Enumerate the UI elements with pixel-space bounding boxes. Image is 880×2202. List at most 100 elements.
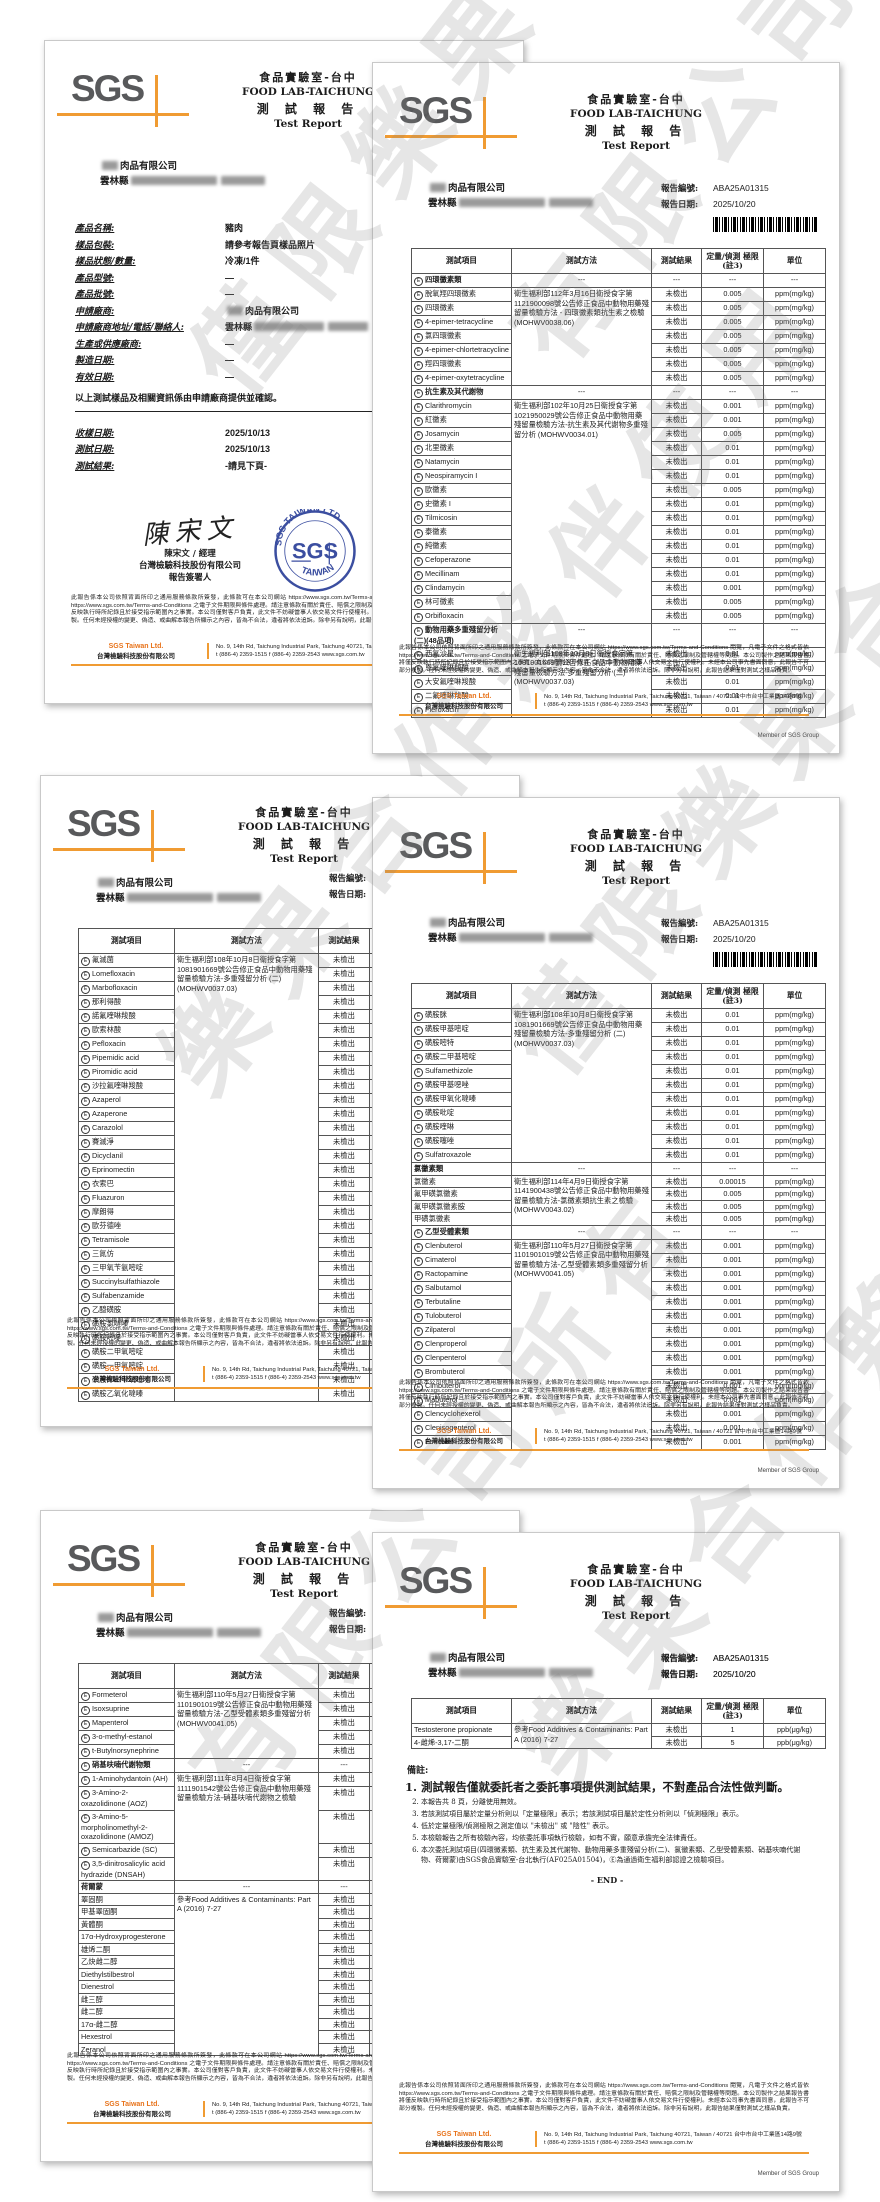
cell-result: ---: [651, 273, 702, 288]
cell-result: 未檢出: [651, 1120, 702, 1135]
note-item: 本檢驗報告之所有檢驗內容，均依委託事項執行檢驗，如有不實，願意承擔完全法律責任。: [421, 1833, 807, 1843]
footer-company-en: SGS Taiwan Ltd.: [436, 1428, 492, 1435]
report-header: 食品實驗室-台中 FOOD LAB-TAICHUNG 測 試 報 告 Test Rep…: [199, 804, 409, 865]
table-row: E 磺胺二甲基嘧啶 未檢出 0.01 ppm(mg/kg): [411, 1050, 826, 1065]
cell-limit: 0.01: [701, 497, 764, 512]
cell-test-item: E 磺胺嘧特: [411, 1036, 512, 1051]
cell-limit: ---: [701, 623, 764, 648]
table-row: E 磺胺吡啶 未檢出 0.01 ppm(mg/kg): [411, 1106, 826, 1121]
footer-phone-line: t (886-4) 2359-1515 f (886-4) 2359-2543 …: [544, 1437, 693, 1443]
redacted-text: [130, 176, 217, 185]
cell-unit: ppb(μg/kg): [763, 1723, 826, 1737]
report-title-en: Test Report: [602, 1610, 670, 1622]
sgs-logo-text: SGS: [67, 1538, 141, 1579]
group-header-row: E 動物用藥多重殘留分析 (二)(48品項) --- --- --- ---: [411, 623, 826, 648]
cell-result: 未檢出: [318, 1955, 370, 1969]
barcode: [713, 217, 817, 232]
logo-cross-stroke: [149, 113, 189, 116]
cell-unit: ppm(mg/kg): [763, 357, 826, 372]
cell-result: 未檢出: [318, 1688, 370, 1703]
client-address-prefix: 雲林縣: [428, 198, 457, 209]
cell-limit: 0.005: [701, 357, 764, 372]
cell-limit: 0.001: [701, 399, 764, 414]
cell-limit: 0.01: [701, 1134, 764, 1149]
cell-result: 未檢出: [318, 1205, 370, 1220]
cell-result: 未檢出: [651, 301, 702, 316]
client-block: 肉品有限公司 雲林縣: [96, 1611, 263, 1641]
table-row: E Mabuterol 未檢出 0.001 ppm(mg/kg): [411, 1392, 826, 1408]
cell-limit: 0.01: [701, 1078, 764, 1093]
redacted-text: [548, 933, 593, 942]
cell-unit: ppm(mg/kg): [763, 1120, 826, 1135]
cell-result: 未檢出: [651, 1174, 702, 1188]
table-row: E Sulfatroxazole 未檢出 0.01 ppm(mg/kg): [411, 1148, 826, 1163]
accredited-mark-icon: E: [81, 1860, 90, 1870]
footer-company-en: SGS Taiwan Ltd.: [436, 693, 492, 700]
cell-test-method: ---: [511, 623, 652, 648]
footer-phone-line: t (886-4) 2359-1515 f (886-4) 2359-2543 …: [212, 2110, 361, 2116]
accredited-mark-icon: E: [414, 1312, 423, 1322]
cell-limit: 0.001: [701, 1336, 764, 1352]
cell-limit: 0.005: [701, 427, 764, 442]
footer-disclaimer: 此報告係本公司依照背面所印之通用服務條款所簽發，此條款可在本公司網站 https…: [67, 2053, 489, 2082]
cell-limit: 0.005: [701, 315, 764, 330]
cell-result: 未檢出: [651, 1364, 702, 1380]
cell-result: 未檢出: [318, 2042, 370, 2056]
table-row: E 西氟沙星 衛生福利部108年10月8日衛授食字第1081901669號公告修正食…: [411, 646, 826, 718]
report-page: SGS 食品實驗室-台中 FOOD LAB-TAICHUNG 測 試 報 告 Test …: [372, 797, 840, 1489]
cell-test-item: E 動物用藥多重殘留分析 (二)(48品項): [411, 623, 512, 648]
cell-result: 未檢出: [651, 1092, 702, 1107]
cell-test-item: 17α-雌二醇: [78, 2017, 175, 2031]
cell-result: 未檢出: [318, 1303, 370, 1318]
redacted-text: [220, 176, 265, 185]
report-title-en: Test Report: [602, 140, 670, 152]
cell-limit: 0.01: [701, 441, 764, 456]
report-date-row: 報告日期: 2025/10/20: [661, 1667, 769, 1683]
table-row: E 林可黴素 未檢出 0.005 ppm(mg/kg): [411, 595, 826, 610]
column-header: 測試方法: [174, 928, 319, 954]
cell-test-item: 氯黴素類: [411, 1162, 512, 1176]
cell-test-item: Diethylstilbestrol: [78, 1967, 175, 1981]
accredited-mark-icon: E: [81, 1125, 90, 1134]
cell-test-item: E Sulfabenzamide: [78, 1289, 175, 1304]
cell-test-item: E Azaperone: [78, 1107, 175, 1122]
table-row: E Natamycin 未檢出 0.01 ppm(mg/kg): [411, 455, 826, 470]
cell-test-item: Dienestrol: [78, 1980, 175, 1994]
field-label: 製造日期:: [75, 356, 115, 366]
accredited-mark-icon: E: [414, 543, 423, 552]
report-date-value: 2025/10/20: [713, 199, 756, 209]
cell-test-item: E 磺胺甲基嘧啶: [411, 1022, 512, 1037]
cell-test-item: E Pipemidic acid: [78, 1051, 175, 1066]
cell-unit: ---: [763, 1224, 826, 1240]
column-header: 測試結果: [318, 1663, 370, 1689]
cell-unit: ppm(mg/kg): [763, 413, 826, 428]
report-date-label: 報告日期:: [661, 1670, 699, 1680]
cell-unit: ppm(mg/kg): [763, 1308, 826, 1324]
cell-test-item: E Mecillinam: [411, 567, 512, 582]
lab-name-en: FOOD LAB-TAICHUNG: [241, 86, 375, 98]
cell-result: 未檢出: [318, 1772, 370, 1787]
report-no-label: 報告編號:: [661, 1654, 699, 1664]
cell-unit: ppm(mg/kg): [763, 1336, 826, 1352]
cell-result: 未檢出: [651, 1735, 702, 1749]
report-meta: 報告編號: ABA25A01315 報告日期: 2025/10/20: [661, 1651, 769, 1683]
cell-limit: 0.001: [701, 1252, 764, 1268]
accredited-mark-icon: E: [81, 1377, 90, 1386]
accredited-mark-icon: E: [414, 1124, 423, 1133]
cell-unit: ppm(mg/kg): [763, 469, 826, 484]
client-address: 雲林縣: [96, 891, 263, 906]
cell-unit: ---: [763, 385, 826, 400]
cell-result: 未檢出: [318, 2030, 370, 2044]
logo-underline: [57, 113, 149, 116]
cell-result: 未檢出: [651, 1050, 702, 1065]
field-value: —: [225, 338, 234, 349]
cell-test-item: E Eprinomectin: [78, 1163, 175, 1178]
cell-test-item: E Ractopamine: [411, 1266, 512, 1282]
accredited-mark-icon: E: [81, 1083, 90, 1092]
cell-unit: ppm(mg/kg): [763, 1266, 826, 1282]
cell-result: 未檢出: [318, 1289, 370, 1304]
redacted-text: [254, 322, 325, 331]
cell-test-item: E Clarithromycin: [411, 399, 512, 414]
cell-limit: 0.01: [701, 1106, 764, 1121]
